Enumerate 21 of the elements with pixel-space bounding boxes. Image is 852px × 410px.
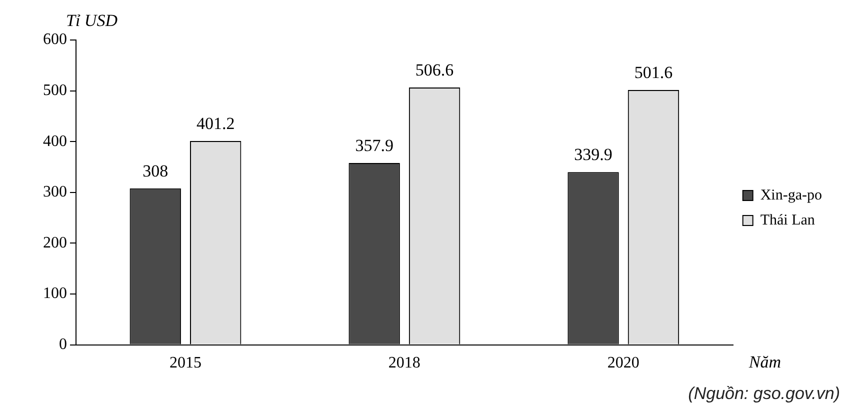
- y-tick-label: 600: [43, 31, 67, 48]
- x-tick-label: 2015: [169, 354, 202, 372]
- legend-label: Xin-ga-po: [760, 187, 822, 204]
- x-tick-label: 2018: [388, 354, 420, 372]
- y-tick-label: 500: [43, 82, 67, 100]
- data-label: 339.9: [574, 145, 612, 164]
- y-tick-label: 200: [43, 234, 67, 252]
- y-tick-label: 400: [43, 132, 67, 150]
- legend-label: Thái Lan: [760, 212, 816, 228]
- y-tick-label: 0: [59, 336, 67, 354]
- y-tick-label: 300: [43, 184, 67, 201]
- x-tick-label: 2020: [607, 354, 640, 372]
- data-label: 357.9: [355, 136, 394, 155]
- text: (Nguồn: gso.gov.vn): [688, 384, 840, 404]
- y-tick-label: 100: [43, 285, 67, 302]
- data-label: 506.6: [415, 60, 454, 80]
- y-axis-title: Tỉ USD: [66, 10, 118, 30]
- x-axis-title: Năm: [748, 352, 781, 372]
- data-label: 501.6: [634, 62, 673, 82]
- data-label: 401.2: [196, 114, 235, 133]
- data-label: 308: [142, 161, 168, 180]
